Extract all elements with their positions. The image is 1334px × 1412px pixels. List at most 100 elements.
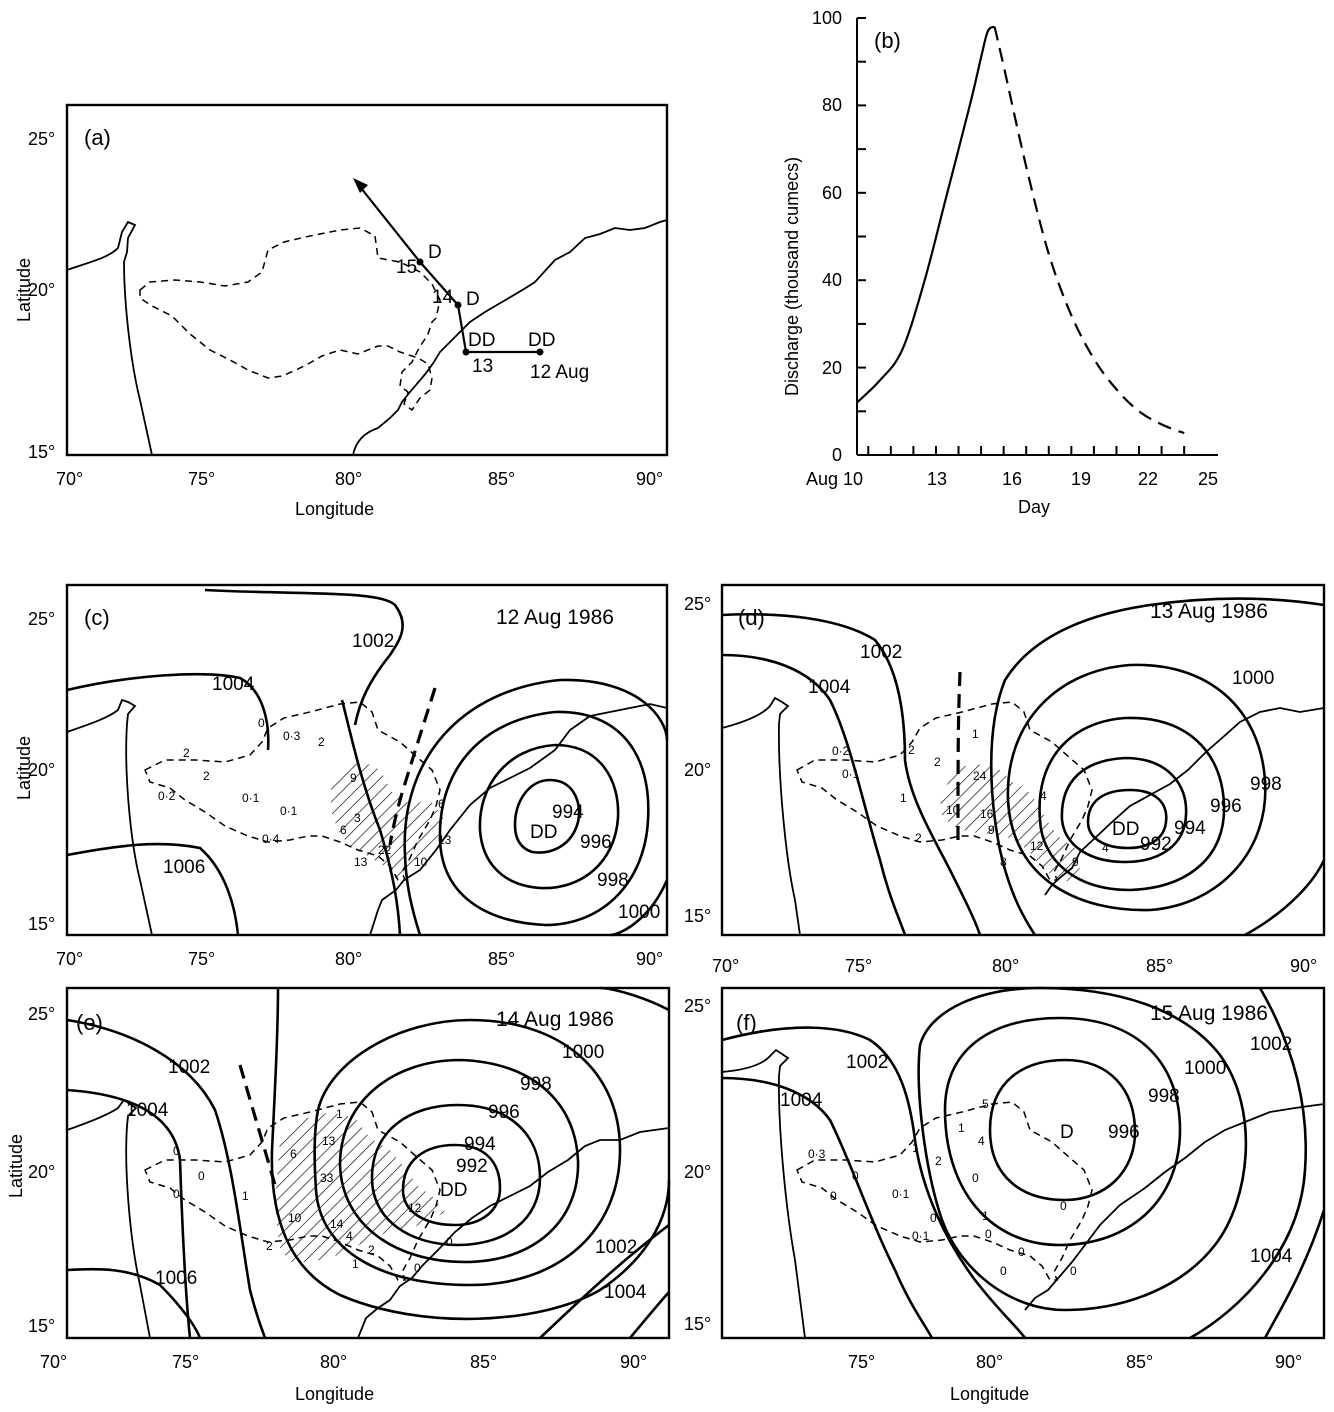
rain-value: 0 [1018, 1245, 1025, 1259]
panel-d-isobar-1004 [721, 653, 907, 936]
panel-d-xtick-85: 85° [1146, 956, 1173, 976]
rain-value: 1 [352, 1257, 359, 1271]
panel-e-ylabel: Latitude [6, 1134, 26, 1198]
panel-b: (b) Aug 10 13 16 19 22 25 0 20 40 60 80 … [782, 8, 1218, 517]
panel-e-xtick-70: 70° [40, 1352, 67, 1372]
panel-f-isobar-1002-east [1189, 987, 1307, 1340]
panel-f-iso-label-1002-west: 1002 [846, 1052, 888, 1073]
track-stage-12: DD [528, 330, 555, 351]
panel-a-track-arrowhead [353, 178, 368, 193]
rain-value: 12 [1030, 839, 1044, 853]
panel-b-xtick-22: 22 [1138, 469, 1158, 489]
rain-value: 13 [322, 1134, 336, 1148]
panel-e-rain-values: 0 0 0 1 1 6 13 33 10 14 12 4 2 2 1 0 0 [173, 1107, 453, 1275]
panel-d-trough-line [956, 671, 962, 841]
panel-c-isobar-trough [340, 699, 402, 936]
panel-c-xtick-90: 90° [636, 949, 663, 969]
rain-value: 0 [852, 1169, 859, 1183]
panel-e-xlabel: Longitude [295, 1384, 374, 1404]
panel-e-iso-label-996: 996 [488, 1102, 520, 1123]
panel-b-xtick-13: 13 [927, 469, 947, 489]
rain-value: 0·4 [262, 832, 280, 846]
panel-c-iso-label-1006: 1006 [163, 857, 205, 878]
panel-e: (e) 14 Aug 1986 DD 1002 1004 1006 1000 9… [6, 986, 671, 1404]
panel-a-xtick-70: 70° [56, 469, 83, 489]
panel-d-date: 13 Aug 1986 [1150, 600, 1268, 623]
panel-f-isobar-998 [943, 1016, 1182, 1247]
panel-e-isobar-992 [401, 1143, 502, 1227]
panel-d-rain-values: 0·2 0·1 1 2 2 2 1 24 10 16 9 8 12 4 9 4 [832, 727, 1109, 869]
panel-c-iso-label-994: 994 [552, 802, 584, 823]
panel-c-xtick-80: 80° [335, 949, 362, 969]
panel-c-date: 12 Aug 1986 [496, 606, 614, 629]
track-day-13: 13 [472, 356, 493, 377]
panel-f-date: 15 Aug 1986 [1150, 1002, 1268, 1025]
track-day-15: 15 [396, 257, 417, 278]
panel-f-rain-values: 0·3 0 0 0·1 0·1 1 2 1 0 5 4 0 0 1 0 0 0 … [808, 1097, 1077, 1278]
panel-e-ytick-15: 15° [28, 1316, 55, 1336]
rain-value: 4 [346, 1229, 353, 1243]
rain-value: 0·2 [832, 744, 850, 758]
panel-d-iso-label-1004: 1004 [808, 677, 851, 698]
panel-b-ytick-40: 40 [822, 270, 842, 290]
panel-e-iso-label-1000: 1000 [562, 1042, 604, 1063]
rain-value: 1 [972, 727, 979, 741]
panel-d: (d) 13 Aug 1986 DD 1002 1004 1000 998 99… [684, 583, 1326, 976]
rain-value: 0·1 [242, 791, 260, 805]
panel-c-ylabel: Latitude [14, 736, 34, 800]
panel-b-label: (b) [874, 28, 901, 53]
panel-c-axes: 25° 20° 15° 70° 75° 80° 85° 90° Latitude [14, 609, 663, 969]
track-point-14 [454, 301, 462, 309]
panel-e-iso-label-1004-west: 1004 [126, 1100, 169, 1121]
panel-d-isobar-998 [1006, 663, 1267, 912]
panel-e-ytick-20: 20° [28, 1162, 55, 1182]
rain-value: 0 [830, 1189, 837, 1203]
panel-e-isobar-1004-east [629, 1291, 670, 1339]
panel-c-xtick-70: 70° [56, 949, 83, 969]
rain-value: 2 [266, 1239, 273, 1253]
panel-e-trough-line [238, 1064, 277, 1186]
panel-d-ytick-25: 25° [684, 594, 711, 614]
rain-value: 4 [1040, 789, 1047, 803]
panel-a-xtick-75: 75° [188, 469, 215, 489]
panel-c-iso-label-1002: 1002 [352, 631, 394, 652]
panel-a-ytick-25: 25° [28, 129, 55, 149]
panel-e-isobar-1004-west [66, 1088, 192, 1339]
panel-c-isobar-1004 [66, 672, 270, 751]
panel-c-isobar-994 [513, 778, 581, 854]
rain-value: 8 [1000, 855, 1007, 869]
panel-d-isobar-992 [1086, 788, 1168, 850]
panel-c-frame [65, 583, 669, 937]
panel-b-ytick-20: 20 [822, 358, 842, 378]
rain-value: 2 [935, 1154, 942, 1168]
panel-e-label: (e) [76, 1010, 103, 1035]
panel-d-axes: 25° 20° 15° 70° 75° 80° 85° 90° [684, 594, 1317, 976]
panel-f-iso-label-1004-west: 1004 [780, 1090, 823, 1111]
panel-e-iso-label-1004-east: 1004 [604, 1282, 647, 1303]
panel-c-xtick-75: 75° [188, 949, 215, 969]
panel-f-iso-label-996: 996 [1108, 1122, 1140, 1143]
panel-e-iso-label-1002-east: 1002 [595, 1237, 637, 1258]
panel-c-iso-label-996: 996 [580, 832, 612, 853]
panel-c-ytick-20: 20° [28, 760, 55, 780]
panel-c-center: DD [530, 822, 557, 843]
panel-d-frame [720, 583, 1326, 937]
panel-d-isobar-996 [1038, 716, 1226, 892]
panel-f-label: (f) [736, 1010, 757, 1035]
panel-c-ytick-25: 25° [28, 609, 55, 629]
panel-c-isobar-996 [478, 743, 620, 890]
panel-d-xtick-75: 75° [845, 956, 872, 976]
panel-f-ytick-15: 15° [684, 1314, 711, 1334]
panel-d-iso-label-1002: 1002 [860, 642, 902, 663]
track-point-12 [536, 348, 544, 356]
panel-e-xtick-90: 90° [620, 1352, 647, 1372]
panel-c-rain-values: 2 2 0·2 0·1 0 0·3 0·1 0·4 2 9 3 6 13 22 … [158, 716, 452, 869]
rain-value: 10 [288, 1211, 302, 1225]
panel-f-ytick-25: 25° [684, 996, 711, 1016]
rain-value: 1 [242, 1189, 249, 1203]
panel-f-xtick-80: 80° [976, 1352, 1003, 1372]
panel-d-xtick-80: 80° [992, 956, 1019, 976]
panel-d-iso-label-994: 994 [1174, 818, 1206, 839]
track-stage-13: DD [468, 330, 495, 351]
panel-a-label: (a) [84, 125, 111, 150]
